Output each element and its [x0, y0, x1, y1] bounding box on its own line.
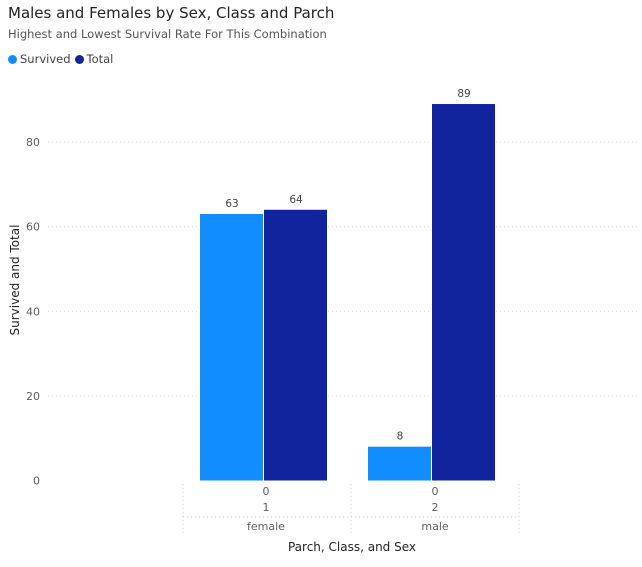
y-tick-label: 80 [26, 136, 40, 149]
legend-label-survived: Survived [20, 52, 71, 66]
bar-total-1 [432, 104, 495, 481]
bar-survived-1 [368, 446, 431, 481]
legend-marker-survived [8, 54, 17, 64]
chart-title: Males and Females by Sex, Class and Parc… [8, 4, 335, 22]
y-tick-label: 0 [33, 475, 40, 488]
x-tick-label-parch: 0 [432, 485, 439, 498]
x-axis-title: Parch, Class, and Sex [288, 540, 416, 554]
x-tick-label-class: 1 [263, 501, 270, 514]
y-tick-label: 20 [26, 390, 40, 403]
data-label: 89 [457, 88, 470, 100]
legend-item-total[interactable]: Total [74, 52, 114, 66]
x-tick-label-parch: 0 [263, 485, 270, 498]
bar-total-0 [264, 209, 327, 481]
x-tick-label-sex: female [247, 520, 285, 533]
x-tick-label-class: 2 [432, 501, 439, 514]
data-label: 8 [397, 431, 404, 443]
y-tick-label: 60 [26, 221, 40, 234]
legend: Survived Total [8, 52, 117, 66]
legend-item-survived[interactable]: Survived [8, 52, 71, 66]
y-axis-title: Survived and Total [8, 225, 22, 336]
legend-label-total: Total [86, 52, 114, 66]
data-label: 63 [225, 198, 238, 210]
legend-marker-total [74, 54, 84, 64]
y-tick-label: 40 [26, 305, 40, 318]
data-label: 64 [289, 194, 303, 206]
chart-subtitle: Highest and Lowest Survival Rate For Thi… [8, 27, 327, 41]
bar-survived-0 [200, 214, 263, 481]
x-tick-label-sex: male [421, 520, 449, 533]
